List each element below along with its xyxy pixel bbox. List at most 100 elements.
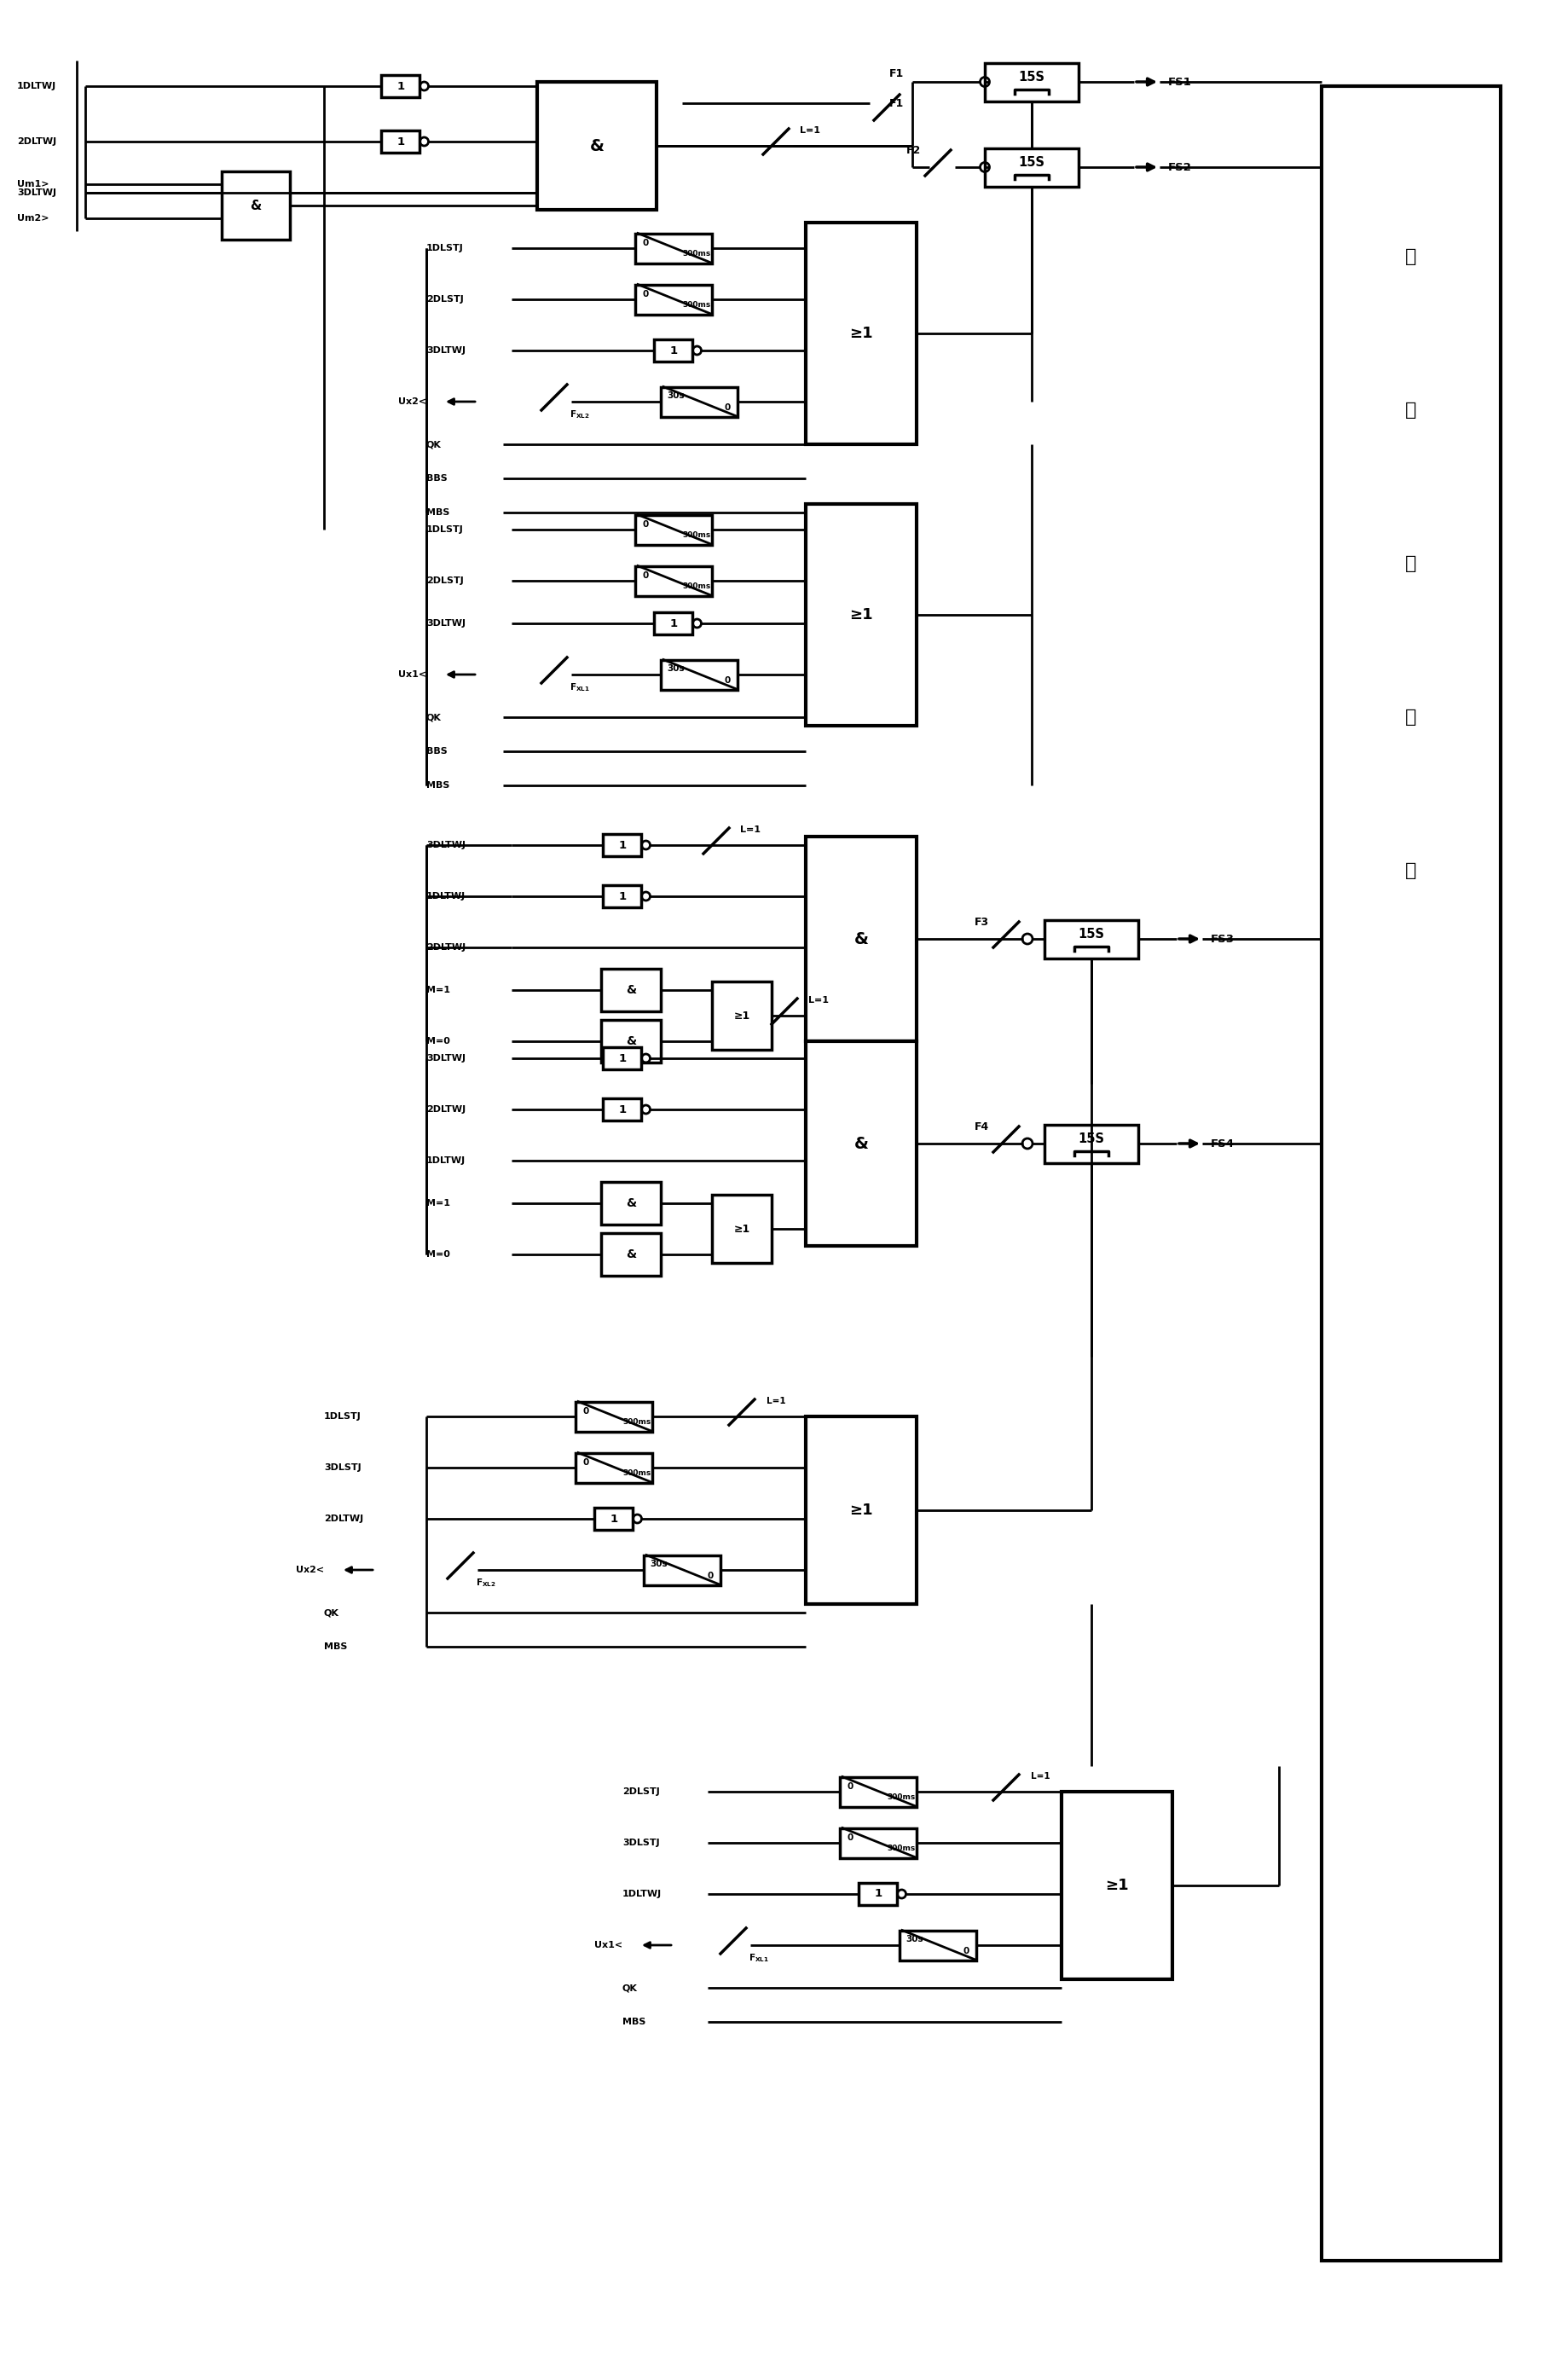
Text: BBS: BBS bbox=[426, 475, 447, 482]
Text: &: & bbox=[853, 1137, 869, 1151]
Text: 1: 1 bbox=[670, 345, 677, 357]
Text: L=1: L=1 bbox=[800, 125, 820, 135]
Text: 300ms: 300ms bbox=[886, 1794, 914, 1801]
Bar bbox=[806, 222, 916, 444]
Text: 1: 1 bbox=[670, 617, 677, 629]
Bar bbox=[601, 969, 660, 1011]
Bar bbox=[601, 1182, 660, 1224]
Bar bbox=[712, 981, 771, 1049]
Text: 3DLTWJ: 3DLTWJ bbox=[426, 619, 466, 629]
Bar bbox=[604, 886, 641, 907]
Text: 0: 0 bbox=[724, 676, 731, 685]
Text: FS3: FS3 bbox=[1210, 933, 1234, 945]
Text: 300ms: 300ms bbox=[682, 581, 710, 591]
Text: $\mathbf{F_{XL2}}$: $\mathbf{F_{XL2}}$ bbox=[475, 1576, 495, 1588]
Text: 2DLSTJ: 2DLSTJ bbox=[426, 295, 464, 302]
Text: F4: F4 bbox=[974, 1120, 988, 1132]
Text: 3DLTWJ: 3DLTWJ bbox=[426, 347, 466, 354]
Text: 2DLSTJ: 2DLSTJ bbox=[426, 577, 464, 586]
Text: 0: 0 bbox=[641, 291, 648, 298]
Bar bbox=[859, 1883, 897, 1905]
Bar bbox=[1062, 1791, 1171, 1980]
Bar bbox=[839, 1829, 916, 1857]
Text: ≥1: ≥1 bbox=[848, 326, 872, 340]
Bar bbox=[381, 76, 420, 97]
Text: L=1: L=1 bbox=[808, 997, 828, 1004]
Text: 0: 0 bbox=[641, 239, 648, 248]
Text: 1: 1 bbox=[397, 80, 405, 92]
Text: $\mathbf{F_{XL1}}$: $\mathbf{F_{XL1}}$ bbox=[569, 681, 590, 692]
Text: F1: F1 bbox=[889, 69, 903, 78]
Text: 1DLSTJ: 1DLSTJ bbox=[426, 243, 464, 253]
Text: 1DLTWJ: 1DLTWJ bbox=[426, 891, 466, 900]
Text: 1: 1 bbox=[618, 1054, 626, 1063]
Text: &: & bbox=[626, 1035, 635, 1047]
Text: MBS: MBS bbox=[622, 2018, 646, 2025]
Bar bbox=[806, 503, 916, 725]
Text: 1: 1 bbox=[618, 1104, 626, 1115]
Text: &: & bbox=[853, 931, 869, 948]
Text: 300ms: 300ms bbox=[682, 250, 710, 258]
Text: QK: QK bbox=[325, 1609, 339, 1616]
Text: 充: 充 bbox=[1405, 248, 1416, 265]
Text: ≥1: ≥1 bbox=[1104, 1879, 1127, 1893]
Bar bbox=[601, 1021, 660, 1063]
Bar bbox=[712, 1196, 771, 1262]
Bar bbox=[806, 837, 916, 1042]
Bar bbox=[604, 1047, 641, 1070]
Text: 0: 0 bbox=[641, 520, 648, 529]
Text: 0: 0 bbox=[847, 1834, 853, 1843]
Bar bbox=[985, 64, 1079, 102]
Bar bbox=[536, 83, 655, 210]
Text: ≥1: ≥1 bbox=[734, 1224, 750, 1233]
Text: 1DLTWJ: 1DLTWJ bbox=[17, 83, 56, 90]
Text: F3: F3 bbox=[974, 917, 988, 926]
Text: &: & bbox=[249, 198, 262, 213]
Text: MBS: MBS bbox=[325, 1642, 347, 1652]
Text: QK: QK bbox=[622, 1983, 637, 1992]
Bar bbox=[381, 130, 420, 154]
Text: 过: 过 bbox=[1405, 709, 1416, 725]
Text: F1: F1 bbox=[889, 97, 903, 109]
Text: ≥1: ≥1 bbox=[734, 1009, 750, 1021]
Bar bbox=[1044, 1125, 1138, 1163]
Text: 放: 放 bbox=[1405, 402, 1416, 418]
Text: 2DLTWJ: 2DLTWJ bbox=[17, 137, 56, 147]
Text: 1: 1 bbox=[618, 891, 626, 903]
Text: $\mathbf{F_{XL2}}$: $\mathbf{F_{XL2}}$ bbox=[569, 409, 590, 421]
Bar bbox=[604, 834, 641, 855]
Text: &: & bbox=[590, 137, 604, 154]
Bar bbox=[575, 1401, 652, 1432]
Text: FS2: FS2 bbox=[1168, 161, 1192, 172]
Text: FS1: FS1 bbox=[1168, 76, 1192, 87]
Text: 300ms: 300ms bbox=[622, 1470, 651, 1477]
Text: 0: 0 bbox=[707, 1571, 713, 1581]
Bar bbox=[654, 340, 693, 362]
Text: 0: 0 bbox=[847, 1782, 853, 1791]
Text: 15S: 15S bbox=[1018, 156, 1044, 168]
Text: 3DLTWJ: 3DLTWJ bbox=[17, 189, 56, 196]
Text: M=1: M=1 bbox=[426, 1198, 450, 1207]
Bar bbox=[594, 1508, 633, 1529]
Text: 2DLTWJ: 2DLTWJ bbox=[426, 943, 466, 952]
Text: &: & bbox=[626, 1248, 635, 1259]
Text: 300ms: 300ms bbox=[682, 532, 710, 539]
Bar bbox=[1320, 85, 1501, 2261]
Text: 15S: 15S bbox=[1077, 926, 1104, 940]
Bar bbox=[575, 1453, 652, 1482]
Text: 2DLSTJ: 2DLSTJ bbox=[622, 1786, 660, 1796]
Text: &: & bbox=[626, 1198, 635, 1210]
Text: 1: 1 bbox=[873, 1888, 881, 1900]
Text: 3DLTWJ: 3DLTWJ bbox=[426, 841, 466, 848]
Bar bbox=[635, 234, 712, 262]
Text: 1DLTWJ: 1DLTWJ bbox=[622, 1890, 662, 1897]
Text: Ux2<: Ux2< bbox=[296, 1567, 325, 1574]
Text: 15S: 15S bbox=[1077, 1132, 1104, 1144]
Text: M=0: M=0 bbox=[426, 1037, 450, 1044]
Bar bbox=[1044, 919, 1138, 957]
Bar bbox=[643, 1555, 720, 1586]
Text: 0: 0 bbox=[641, 572, 648, 579]
Text: 2DLTWJ: 2DLTWJ bbox=[325, 1515, 364, 1524]
Bar bbox=[604, 1099, 641, 1120]
Text: FS4: FS4 bbox=[1210, 1139, 1234, 1148]
